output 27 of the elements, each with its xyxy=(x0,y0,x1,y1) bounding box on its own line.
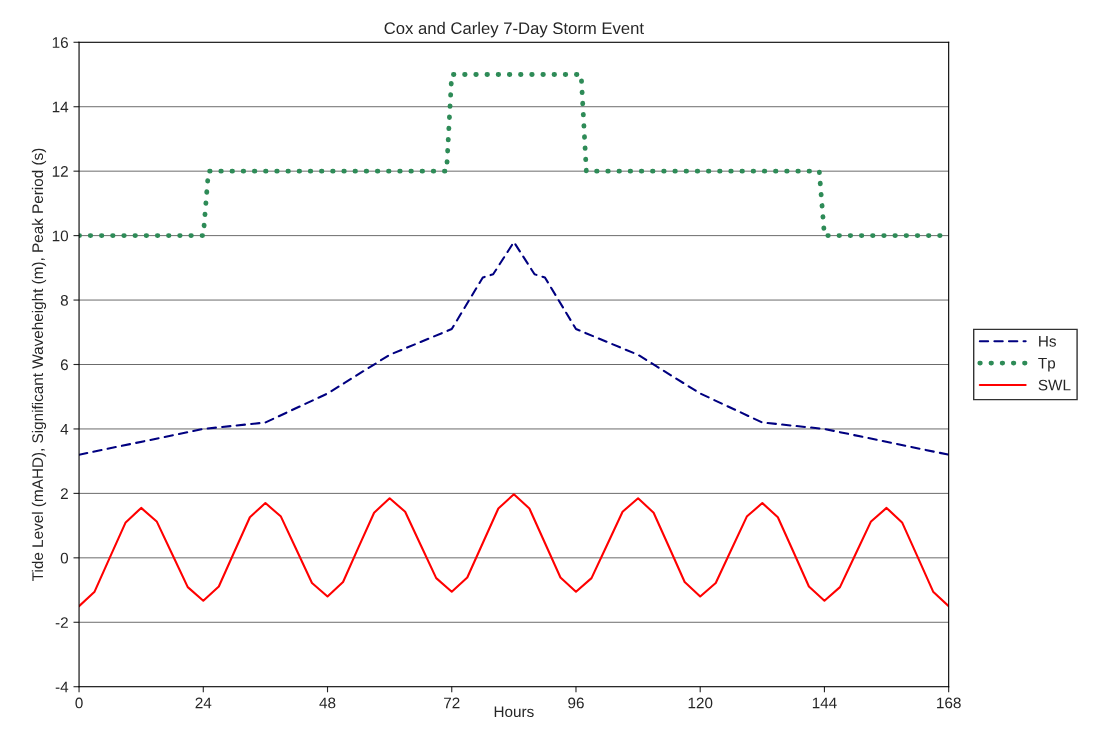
legend-label: SWL xyxy=(1038,379,1071,391)
y-tick-label: -4 xyxy=(55,681,69,693)
x-tick-label: 0 xyxy=(75,697,83,709)
legend-label: Tp xyxy=(1038,357,1056,372)
x-tick-label: 96 xyxy=(568,697,584,709)
y-tick-label: 16 xyxy=(52,37,68,48)
x-tick-label: 168 xyxy=(937,697,961,709)
line-series xyxy=(79,241,949,456)
x-axis-title: Hours xyxy=(494,706,534,718)
y-tick-label: -2 xyxy=(55,617,68,628)
x-tick-label: 72 xyxy=(444,697,460,709)
x-tick-label: 48 xyxy=(319,697,336,709)
x-tick-label: 24 xyxy=(195,697,212,709)
y-tick-label: 6 xyxy=(60,359,68,371)
y-tick-label: 12 xyxy=(52,166,68,177)
y-tick-label: 8 xyxy=(60,294,68,306)
x-tick-label: 120 xyxy=(688,697,713,709)
y-tick-label: 14 xyxy=(52,101,69,113)
y-axis-title: Tide Level (mAHD), Significant Waveheight (m), Peak Period (s) xyxy=(31,148,47,581)
y-tick-label: 4 xyxy=(60,423,69,435)
line-series xyxy=(79,493,949,608)
y-tick-label: 2 xyxy=(60,488,68,499)
y-tick-label: 10 xyxy=(52,230,69,242)
legend-label: Hs xyxy=(1039,336,1056,347)
chart-title: Cox and Carley 7-Day Storm Event xyxy=(384,21,644,38)
x-tick-label: 144 xyxy=(812,697,837,709)
y-tick-label: 0 xyxy=(60,552,69,564)
